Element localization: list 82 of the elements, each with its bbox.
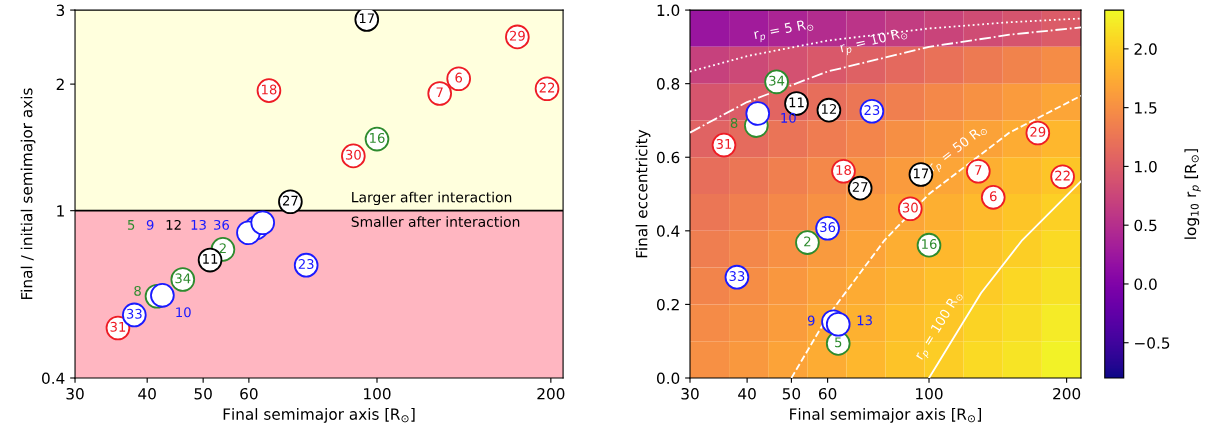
- annotation: 2: [219, 243, 226, 254]
- annotation: 5: [835, 337, 842, 348]
- annotation: 34: [175, 273, 191, 284]
- annotation: 31: [110, 321, 126, 332]
- band-label: Larger after interaction: [352, 191, 512, 206]
- annotation: 9: [146, 219, 154, 230]
- annotation: 33: [729, 271, 745, 282]
- x-tick-label: 200: [537, 387, 565, 400]
- annotation: 2: [804, 236, 811, 247]
- annotation: 16: [370, 132, 385, 143]
- annotation: 29: [509, 30, 525, 41]
- annotation: 23: [298, 259, 314, 269]
- annotation: 13: [191, 219, 206, 230]
- x-tick-label: 40: [138, 387, 156, 400]
- y-tick-label: 0.2: [656, 298, 679, 311]
- annotation: 12: [821, 104, 836, 114]
- text: r$_{p}$ = 100 R$_{⊙}$: [913, 290, 966, 362]
- annotation: 30: [902, 202, 918, 213]
- annotation: 8: [730, 118, 738, 129]
- annotation: 22: [539, 82, 555, 93]
- annotation: 7: [975, 165, 982, 175]
- annotation: 6: [989, 191, 997, 202]
- y-axis-title: Final eccentricity: [635, 129, 651, 258]
- y-tick-label: 1: [57, 205, 64, 217]
- x-axis-title: Final semimajor axis [R$_{⊙}$]: [790, 408, 981, 423]
- x-tick-label: 50: [782, 387, 801, 400]
- x-tick-label: 40: [738, 387, 756, 400]
- y-tick-label: 0.4: [42, 372, 65, 385]
- band-label: Smaller after interaction: [351, 216, 520, 227]
- annotation: 11: [789, 97, 804, 108]
- y-axis-title: Final / initial semimajor axis: [20, 88, 36, 300]
- x-axis-title: Final semimajor axis [R$_{⊙}$]: [223, 408, 415, 423]
- annotation: 12: [166, 219, 181, 230]
- y-tick-label: 0.0: [656, 372, 680, 385]
- annotation: 34: [769, 75, 785, 86]
- x-tick-label: 100: [364, 387, 391, 400]
- annotation: 10: [781, 112, 796, 123]
- annotation: 36: [820, 222, 836, 233]
- annotation: 16: [922, 239, 937, 249]
- annotation: 17: [913, 168, 929, 179]
- x-tick-label: 50: [194, 387, 212, 400]
- x-tick-label: 60: [240, 387, 258, 400]
- y-tick-label: 0.4: [656, 225, 680, 237]
- y-tick-label: 0.8: [656, 78, 680, 90]
- annotation: 27: [282, 195, 298, 206]
- annotation: 8: [134, 285, 141, 296]
- text: r$_{p}$ = 5 R$_{⊙}$: [753, 18, 815, 43]
- annotation: 13: [857, 315, 872, 326]
- color-bar-label: 2.0: [1134, 43, 1157, 55]
- color-bar-label: 0.0: [1134, 278, 1157, 290]
- annotation: 18: [262, 84, 277, 95]
- annotation: 31: [716, 138, 732, 149]
- annotation: 9: [807, 315, 815, 326]
- x-tick-label: 30: [681, 387, 699, 400]
- text: r$_{p}$ = 10 R$_{⊙}$: [839, 26, 909, 57]
- annotation: 36: [214, 219, 230, 230]
- annotation: 17: [359, 13, 375, 24]
- annotation: 7: [436, 87, 443, 98]
- color-bar-title: log$_{10}$ r$_{p}$ [R$_{⊙}$]: [1184, 149, 1201, 239]
- annotation: 11: [203, 254, 218, 264]
- annotation: 6: [455, 72, 463, 83]
- y-tick-label: 2: [56, 78, 64, 90]
- annotation: 18: [836, 165, 851, 176]
- annotation: 30: [345, 149, 361, 160]
- x-tick-label: 60: [818, 387, 837, 400]
- y-tick-label: 0.6: [656, 151, 680, 164]
- x-tick-label: 30: [66, 387, 84, 400]
- annotation: 22: [1055, 170, 1070, 181]
- y-tick-label: 3: [56, 4, 65, 17]
- x-tick-label: 200: [1053, 387, 1081, 400]
- y-tick-label: 1.0: [657, 4, 680, 17]
- color-bar-label: 0.5: [1134, 219, 1157, 232]
- annotation: 5: [127, 220, 135, 230]
- annotation: 10: [176, 307, 191, 318]
- annotation: 29: [1030, 126, 1046, 137]
- color-bar-label: 1.0: [1135, 160, 1157, 173]
- x-tick-label: 100: [916, 387, 943, 400]
- annotation: 33: [126, 308, 142, 319]
- color-bar-label: 1.5: [1135, 102, 1157, 114]
- annotation: 27: [852, 182, 868, 192]
- color-bar-label: −0.5: [1135, 337, 1170, 349]
- annotation: 23: [864, 105, 880, 116]
